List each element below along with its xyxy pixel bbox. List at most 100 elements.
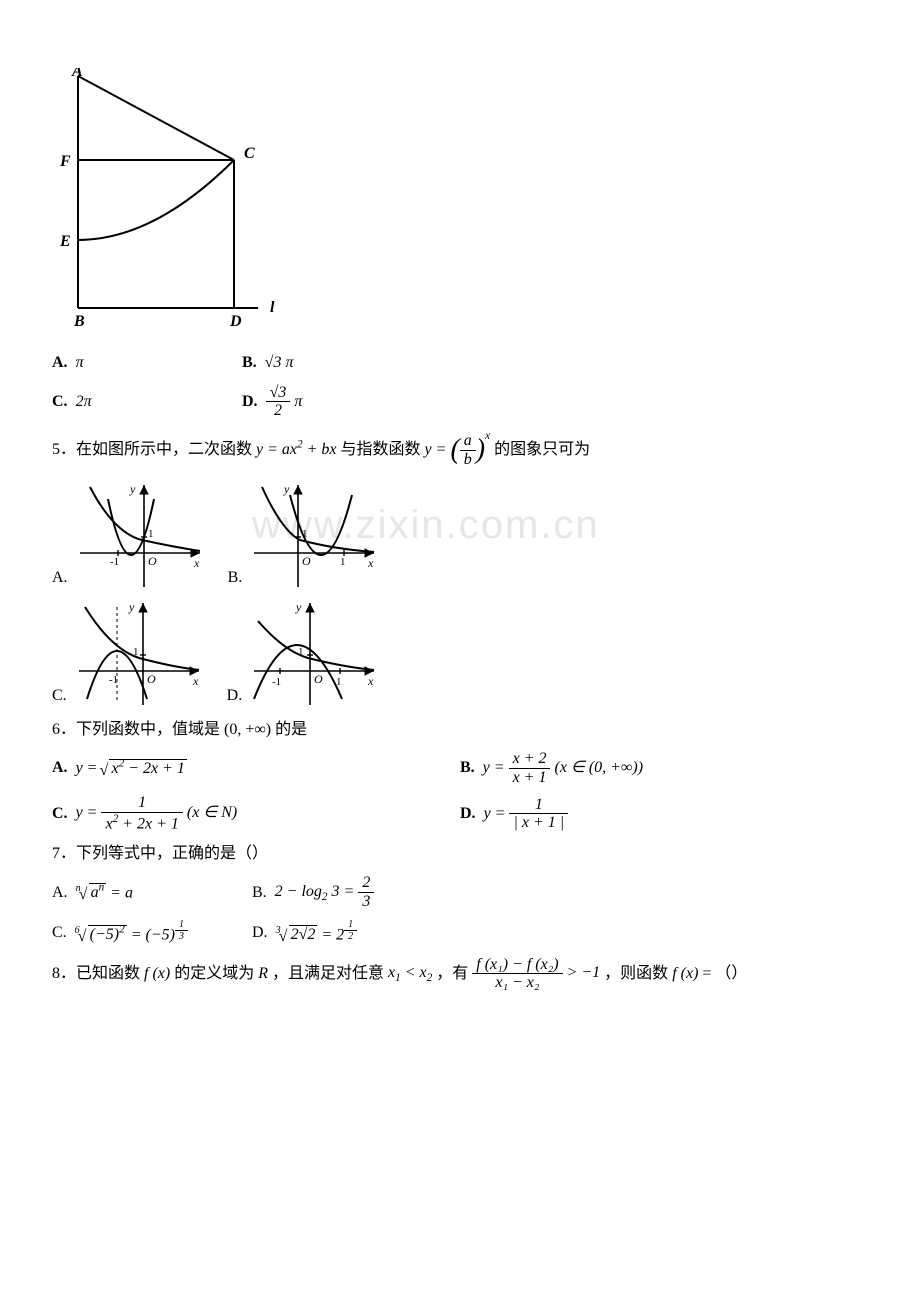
svg-text:y: y [128,600,135,614]
q5-opt-B: B. O x y 1 1 [228,481,379,591]
q8-eq: = （） [702,964,747,981]
q6-opt-C: C. y = 1x2 + 2x + 1 (x ∈ N) [52,794,460,833]
q7-stem: 7．下列等式中，正确的是（） [52,841,868,867]
opt-expr: 2 − log2 3 = 23 [275,874,375,910]
svg-text:B: B [73,313,85,330]
opt-label: A. [52,350,68,376]
opt-label: B. [252,880,267,906]
opt-expr: y = x + 2x + 1 (x ∈ (0, +∞)) [483,750,643,786]
svg-text:D: D [229,313,242,330]
opt-expr: y = 1| x + 1 | [484,796,569,832]
opt-expr: y = √x2 − 2x + 1 [76,755,187,781]
q7-opt-A: A. n√an = a [52,880,252,906]
q5-row-AB: A. O x y -1 1 B. O x y 1 1 [52,481,868,591]
q8-prefix: 8．已知函数 [52,964,144,981]
q7-row-AB: A. n√an = a B. 2 − log2 3 = 23 [52,874,868,910]
svg-text:y: y [295,600,302,614]
q6-stem: 6．下列函数中，值域是 (0, +∞) 的是 [52,717,868,743]
q5-func1: y = ax2 + bx [256,441,341,458]
opt-label: C. [52,683,67,709]
opt-label: D. [242,389,258,415]
q5-opt-D: D. O x y -1 1 1 [227,599,379,709]
q5-prefix: 5．在如图所示中，二次函数 [52,441,256,458]
opt-label: C. [52,801,68,827]
opt-label: A. [52,565,68,591]
q5-suffix: 的图象只可为 [494,441,590,458]
opt-expr: π [76,350,84,376]
svg-text:A: A [71,68,83,80]
svg-text:y: y [129,482,136,496]
opt-label: B. [242,350,257,376]
opt-label: D. [460,801,476,827]
q4-opt-B: B. √3 π [242,350,432,376]
q5-row-CD: C. O x y -1 1 D. O x y -1 1 1 [52,599,868,709]
opt-label: D. [227,683,243,709]
svg-text:x: x [193,556,200,570]
svg-text:O: O [302,554,311,568]
q8-fx: f (x) [144,964,170,981]
svg-text:x: x [367,674,374,688]
q6-opt-D: D. y = 1| x + 1 | [460,796,868,832]
q7-row-CD: C. 6√(−5)2 = (−5)13 D. 3√2√2 = 212 [52,919,868,948]
q5-stem: 5．在如图所示中，二次函数 y = ax2 + bx 与指数函数 y = (ab… [52,428,868,473]
svg-text:O: O [148,554,157,568]
opt-label: D. [252,920,268,946]
opt-expr: √3 π [265,350,294,376]
opt-expr: 3√2√2 = 212 [276,919,358,948]
q8-mid3: ，有 [436,964,472,981]
q6-row-CD: C. y = 1x2 + 2x + 1 (x ∈ N) D. y = 1| x … [52,794,868,833]
q8-R: R [258,964,268,981]
q5-func2: y = (ab)x [425,441,495,458]
q5-opt-A: A. O x y -1 1 [52,481,204,591]
q8-frac: f (x₁) − f (x₂)x₁ − x₂ > −1 [472,964,604,981]
q6-opt-A: A. y = √x2 − 2x + 1 [52,755,460,781]
svg-text:O: O [314,672,323,686]
q5-graph-B: O x y 1 1 [248,481,378,591]
q6-opt-B: B. y = x + 2x + 1 (x ∈ (0, +∞)) [460,750,868,786]
q4-opt-A: A. π [52,350,242,376]
q5-graph-D: O x y -1 1 1 [248,599,378,709]
q8-fx2: f (x) [672,964,698,981]
opt-expr: √32 π [266,384,303,420]
svg-text:F: F [59,153,71,170]
q7-opt-B: B. 2 − log2 3 = 23 [252,874,472,910]
svg-text:1: 1 [148,528,154,540]
opt-label: A. [52,755,68,781]
q4-options-row2: C. 2π D. √32 π [52,384,868,420]
opt-label: B. [228,565,243,591]
opt-expr: y = 1x2 + 2x + 1 (x ∈ N) [76,794,238,833]
svg-text:y: y [283,482,290,496]
opt-expr: 2π [76,389,92,415]
svg-text:C: C [244,145,255,162]
q4-opt-D: D. √32 π [242,384,432,420]
opt-label: B. [460,755,475,781]
opt-label: A. [52,880,68,906]
q4-options-row1: A. π B. √3 π [52,350,868,376]
q5-mid: 与指数函数 [341,441,425,458]
svg-text:x: x [192,674,199,688]
svg-text:-1: -1 [272,676,281,688]
opt-label: C. [52,920,67,946]
opt-expr: n√an = a [76,880,133,906]
q6-row-AB: A. y = √x2 − 2x + 1 B. y = x + 2x + 1 (x… [52,750,868,786]
svg-text:l: l [270,299,275,316]
q5-graph-C: O x y -1 1 [73,599,203,709]
svg-text:x: x [367,556,374,570]
q8-cond: x1 < x2 [388,964,436,981]
opt-label: C. [52,389,68,415]
q8-mid4: ，则函数 [604,964,672,981]
svg-text:O: O [147,672,156,686]
q7-opt-D: D. 3√2√2 = 212 [252,919,472,948]
q8-mid1: 的定义域为 [174,964,258,981]
q8-mid2: ，且满足对任意 [272,964,388,981]
svg-text:1: 1 [340,556,346,568]
q8-stem: 8．已知函数 f (x) 的定义域为 R ，且满足对任意 x1 < x2 ，有 … [52,956,868,992]
q4-opt-C: C. 2π [52,389,242,415]
q7-opt-C: C. 6√(−5)2 = (−5)13 [52,919,252,948]
geom-figure: A F E B C D l [52,68,312,338]
svg-text:E: E [59,233,71,250]
opt-expr: 6√(−5)2 = (−5)13 [75,919,188,948]
svg-text:-1: -1 [110,556,119,568]
q5-graph-A: O x y -1 1 [74,481,204,591]
q5-opt-C: C. O x y -1 1 [52,599,203,709]
